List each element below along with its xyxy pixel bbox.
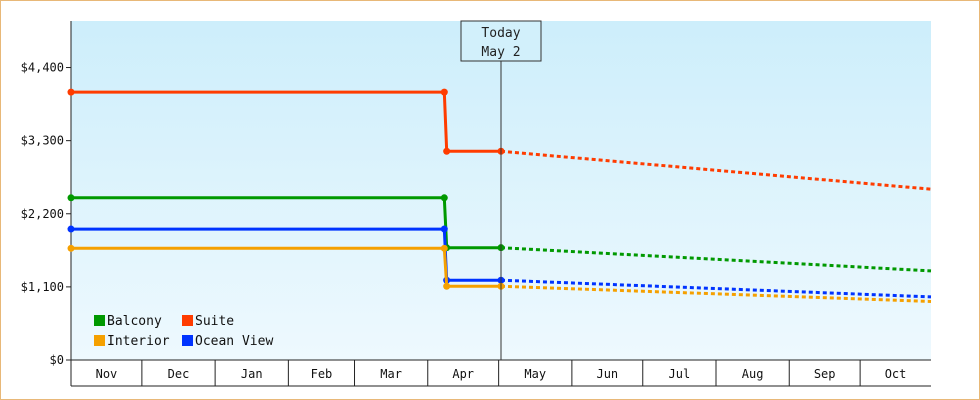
x-tick-label-mar: Mar xyxy=(380,367,402,381)
today-box xyxy=(460,20,542,62)
series-line-balcony xyxy=(71,196,501,250)
legend-swatch-interior xyxy=(94,335,105,346)
x-axis: Nov Dec Jan Feb Mar Apr May Jun Jul Aug Sep Oct xyxy=(70,359,931,387)
data-point-ocean-view xyxy=(67,225,75,233)
legend-label-interior: Interior xyxy=(107,334,170,349)
legend-swatch-suite xyxy=(182,315,193,326)
series-projection-interior xyxy=(500,284,932,303)
today-marker: Today May 2 xyxy=(460,20,542,360)
series-projection-suite xyxy=(500,149,932,191)
legend-label-balcony: Balcony xyxy=(107,314,162,329)
x-tick-label-nov: Nov xyxy=(96,367,118,381)
y-tick-label: $4,400 xyxy=(21,61,64,75)
y-tick-label: $1,100 xyxy=(21,280,64,294)
x-tick-label-feb: Feb xyxy=(311,367,333,381)
data-point-balcony xyxy=(440,194,448,202)
data-point-interior xyxy=(440,244,448,252)
data-point-interior xyxy=(443,282,451,290)
y-tick-label: $2,200 xyxy=(21,207,64,221)
today-label: Today xyxy=(481,26,520,41)
x-tick-label-dec: Dec xyxy=(168,367,190,381)
legend: Balcony Suite Interior Ocean View xyxy=(94,314,273,349)
data-point-interior xyxy=(67,244,75,252)
data-point-suite xyxy=(443,147,451,155)
legend-label-ocean-view: Ocean View xyxy=(195,334,273,349)
series-line-interior xyxy=(71,246,501,288)
data-point-suite xyxy=(440,88,448,96)
x-tick-label-aug: Aug xyxy=(742,367,764,381)
series-projection-ocean-view xyxy=(500,278,932,299)
x-tick-label-sep: Sep xyxy=(814,367,836,381)
today-date: May 2 xyxy=(481,45,520,60)
x-tick-label-jun: Jun xyxy=(596,367,618,381)
x-tick-label-may: May xyxy=(524,367,546,381)
data-point-suite xyxy=(67,88,75,96)
y-axis: $0 $1,100 $2,200 $3,300 $4,400 xyxy=(21,21,72,367)
series-suite xyxy=(67,88,932,191)
series-projection-balcony xyxy=(500,246,932,273)
data-point-balcony xyxy=(67,194,75,202)
data-point-ocean-view xyxy=(440,225,448,233)
series-interior xyxy=(67,244,932,303)
series-group xyxy=(67,88,932,303)
legend-swatch-balcony xyxy=(94,315,105,326)
y-tick-label: $0 xyxy=(50,353,64,367)
legend-swatch-ocean-view xyxy=(182,335,193,346)
x-tick-label-oct: Oct xyxy=(885,367,907,381)
x-tick-label-jan: Jan xyxy=(241,367,263,381)
x-tick-label-apr: Apr xyxy=(452,367,474,381)
y-tick-label: $3,300 xyxy=(21,134,64,148)
x-tick-label-jul: Jul xyxy=(669,367,691,381)
legend-label-suite: Suite xyxy=(195,314,234,329)
series-line-suite xyxy=(71,90,501,153)
